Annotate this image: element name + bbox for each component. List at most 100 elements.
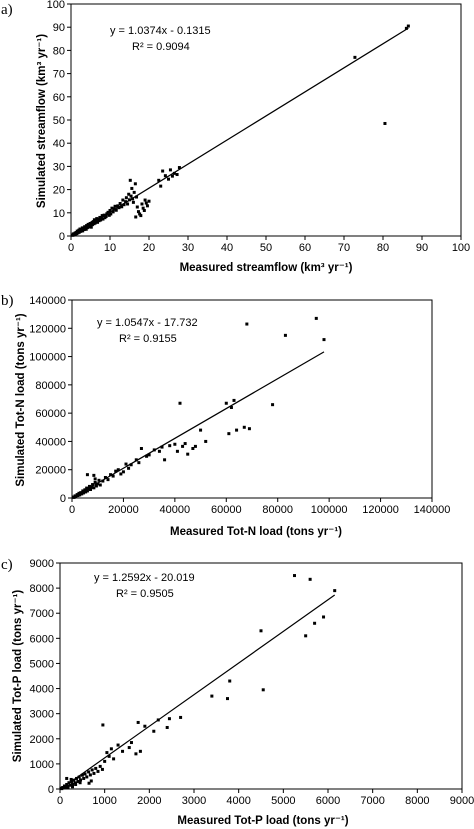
data-point <box>94 484 98 488</box>
data-point <box>107 213 111 217</box>
data-point <box>118 202 122 206</box>
data-point <box>129 463 133 467</box>
data-point <box>87 484 91 488</box>
data-point <box>133 182 137 186</box>
trendline <box>71 351 325 499</box>
x-tick-label: 8000 <box>405 795 429 807</box>
data-point <box>74 782 78 786</box>
data-point <box>77 491 81 495</box>
data-point <box>106 210 110 214</box>
data-point <box>93 221 97 225</box>
data-point <box>93 477 97 481</box>
data-point <box>353 55 357 59</box>
data-point <box>141 206 145 210</box>
data-point <box>113 204 117 208</box>
x-tick-label: 140000 <box>414 504 451 516</box>
data-point <box>111 474 115 478</box>
data-point <box>186 452 190 456</box>
data-point <box>90 223 94 227</box>
data-point <box>80 492 84 496</box>
data-point <box>91 220 95 224</box>
data-point <box>71 785 75 789</box>
x-tick-label: 0 <box>69 504 75 516</box>
data-point <box>85 224 89 228</box>
data-point <box>78 493 82 497</box>
data-point <box>140 202 144 206</box>
data-point <box>145 454 149 458</box>
data-point <box>103 475 107 479</box>
data-point <box>122 203 126 207</box>
data-point <box>227 432 231 436</box>
data-point <box>111 210 115 214</box>
data-point <box>95 217 99 221</box>
data-point <box>112 757 116 761</box>
data-point <box>101 723 105 727</box>
data-point <box>62 786 66 790</box>
data-point <box>78 227 82 231</box>
data-point <box>90 768 94 772</box>
x-tick-label: 60 <box>299 242 311 254</box>
data-point <box>89 488 93 492</box>
data-point <box>92 486 96 490</box>
data-point <box>304 634 308 638</box>
data-point <box>69 777 73 781</box>
data-point <box>229 405 233 409</box>
data-point <box>72 495 76 499</box>
data-point <box>210 694 214 698</box>
data-point <box>283 333 287 337</box>
data-point <box>163 458 167 462</box>
data-point <box>94 219 98 223</box>
data-point <box>247 427 251 431</box>
data-point <box>68 783 72 787</box>
r-squared-label: R² = 0.9155 <box>119 333 177 345</box>
data-point <box>183 442 187 446</box>
data-point <box>144 201 148 205</box>
data-point <box>116 468 120 472</box>
chart-panel-b: b) y = 1.0547x - 17.732 R² = 0.9155 Meas… <box>1 293 450 538</box>
data-point <box>191 447 195 450</box>
data-point <box>96 482 100 486</box>
data-point <box>109 212 113 216</box>
trendline-equation: y = 1.0374x - 0.1315 <box>110 25 211 37</box>
data-point <box>78 781 82 785</box>
y-tick-label: 50 <box>53 115 65 127</box>
data-point <box>147 453 151 457</box>
y-tick-label: 60000 <box>35 408 66 420</box>
data-point <box>129 194 133 198</box>
data-point <box>116 204 120 208</box>
data-point <box>99 216 103 220</box>
y-tick-label: 70 <box>53 69 65 81</box>
data-point <box>167 177 170 181</box>
data-point <box>124 196 128 200</box>
panel-label: a) <box>1 2 13 18</box>
x-tick-label: 20000 <box>108 504 139 516</box>
data-point <box>80 773 84 777</box>
x-tick-label: 80000 <box>262 504 293 516</box>
data-point <box>100 767 104 771</box>
data-point <box>168 168 172 172</box>
data-point <box>136 210 140 214</box>
data-point <box>63 785 67 789</box>
data-point <box>94 766 98 770</box>
data-point <box>245 322 249 326</box>
data-point <box>103 759 107 763</box>
data-point <box>143 198 147 202</box>
data-point <box>73 781 77 785</box>
data-point <box>77 775 81 779</box>
data-point <box>204 439 208 443</box>
y-tick-label: 30 <box>53 161 65 173</box>
y-tick-label: 10 <box>53 208 65 220</box>
data-point <box>143 724 147 728</box>
data-point <box>314 316 318 320</box>
data-point <box>121 749 125 753</box>
data-point <box>232 398 236 402</box>
data-point <box>101 217 105 221</box>
x-tick-label: 100 <box>452 242 470 254</box>
data-point <box>124 200 128 204</box>
data-point <box>85 489 89 493</box>
data-point <box>72 778 76 782</box>
trendline <box>60 594 336 790</box>
data-point <box>75 776 79 780</box>
data-point <box>109 473 113 477</box>
data-point <box>90 485 94 489</box>
